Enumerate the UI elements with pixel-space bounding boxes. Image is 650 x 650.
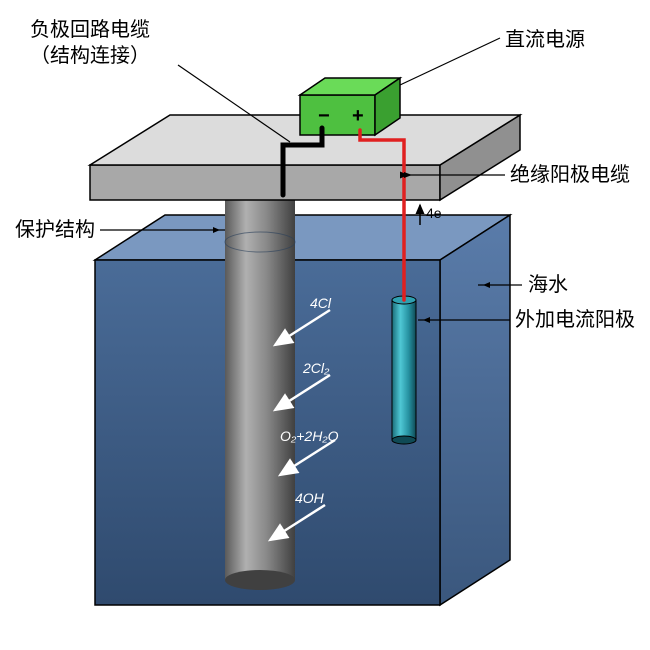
water-top	[95, 215, 510, 260]
chem-4: 4OH	[295, 490, 324, 506]
label-electrons: 4e	[426, 205, 442, 222]
water-side	[440, 215, 510, 605]
label-structure: 保护结构	[15, 218, 95, 242]
leader-dc-power	[400, 38, 500, 85]
label-neg-cable-1: 负极回路电缆	[30, 18, 150, 42]
label-neg-cable-2: （结构连接）	[30, 44, 150, 68]
svg-text:−: −	[318, 105, 330, 127]
chem-3: O₂+2H₂O	[280, 428, 339, 444]
anode-bottom	[392, 436, 416, 444]
svg-text:+: +	[352, 105, 364, 127]
anode-body	[392, 300, 416, 440]
label-impressed-anode: 外加电流阳极	[515, 308, 635, 332]
label-seawater: 海水	[528, 273, 568, 297]
chem-2: 2Cl₂	[303, 360, 329, 376]
label-dc-power: 直流电源	[505, 28, 585, 52]
platform-front	[90, 165, 440, 200]
pile-body	[225, 165, 295, 580]
dc-power-supply: − +	[300, 78, 400, 135]
chem-1: 4Cl	[310, 295, 331, 311]
pile-bottom	[225, 570, 295, 590]
label-anode-cable: 绝缘阳极电缆	[510, 163, 630, 187]
